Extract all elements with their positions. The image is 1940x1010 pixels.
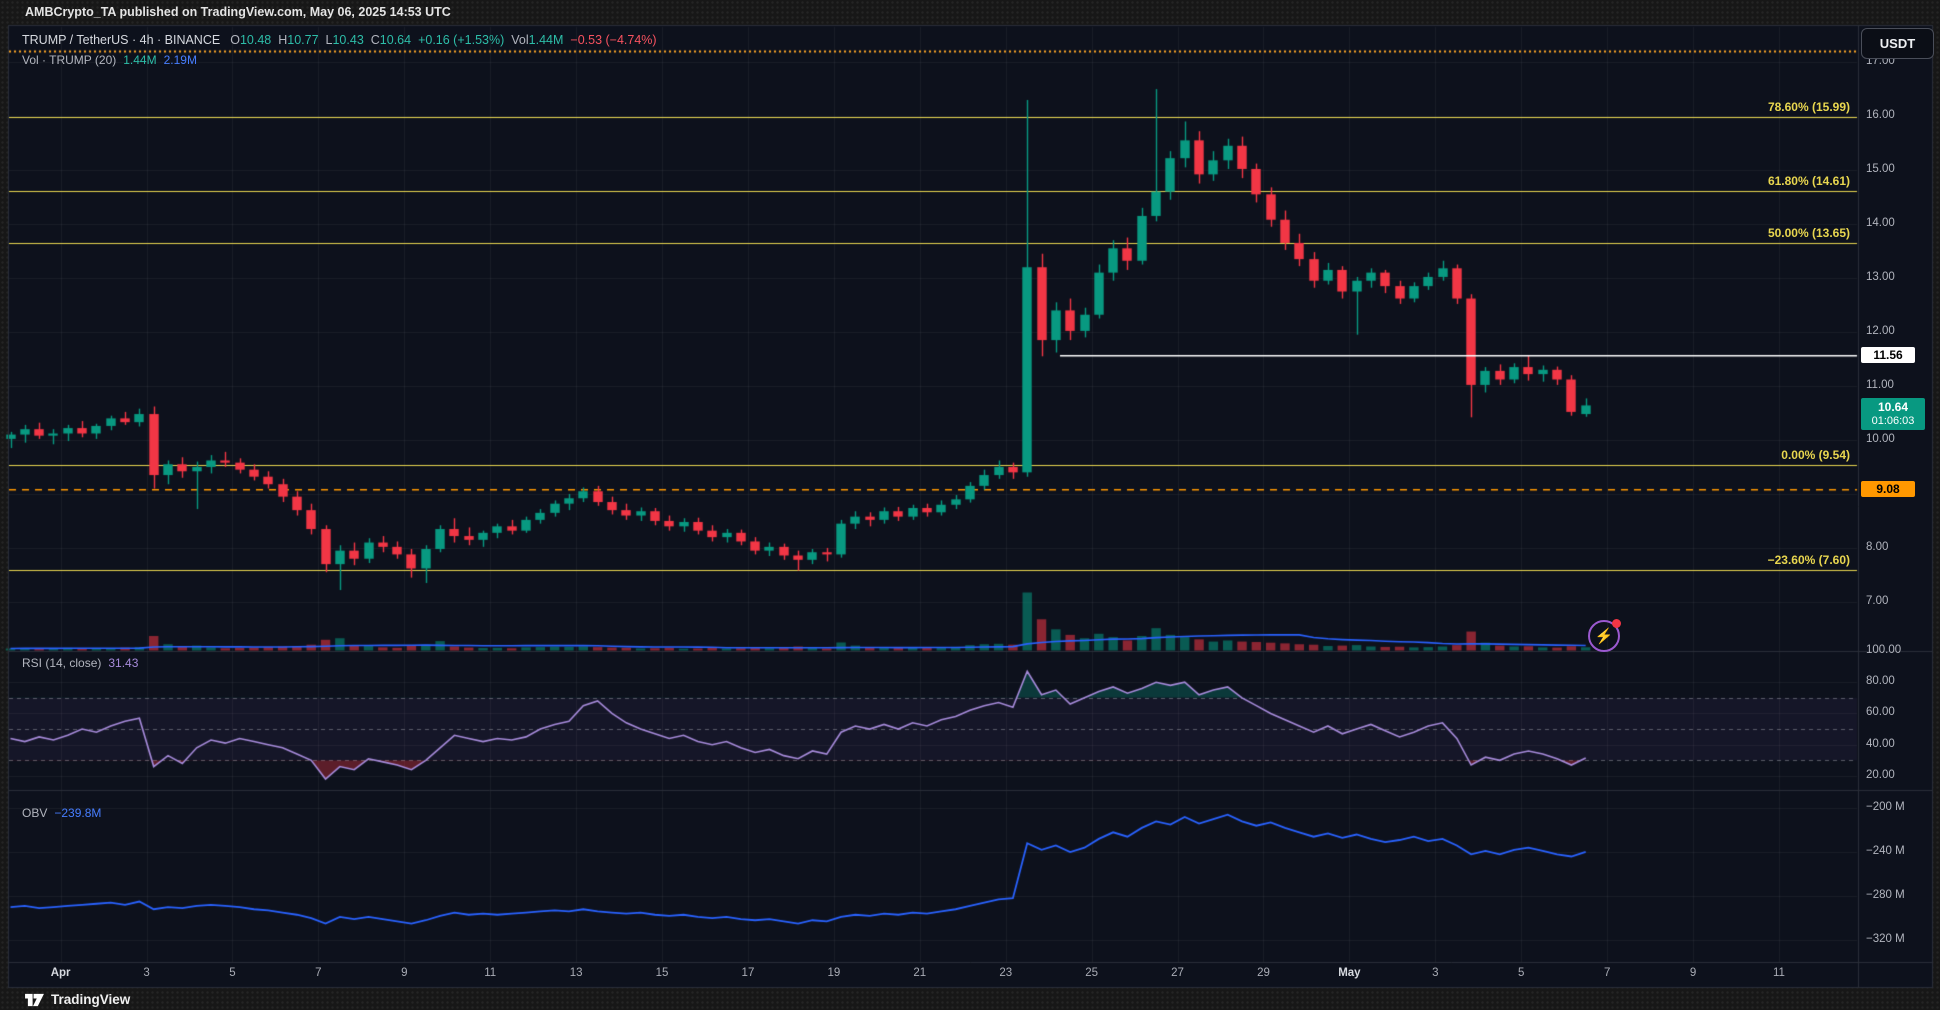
volume-indicator-value: 1.44M: [123, 53, 157, 67]
obv-tick-label: −200 M: [1866, 801, 1905, 814]
fib-label: −23.60% (7.60): [1767, 552, 1850, 567]
ohlc-close: C10.64: [370, 33, 412, 47]
time-axis-label: 25: [1085, 967, 1099, 979]
time-axis-label: 3: [1432, 967, 1439, 979]
time-axis-label: 11: [1773, 967, 1785, 979]
rsi-tick-label: 100.00: [1866, 644, 1902, 656]
symbol-legend[interactable]: TRUMP / TetherUS · 4h · BINANCE O10.48 H…: [22, 33, 657, 47]
volume-indicator-title: Vol · TRUMP (20): [22, 53, 117, 67]
rsi-tick-label: 60.00: [1866, 706, 1895, 719]
price-tick-label: 14.00: [1866, 217, 1895, 230]
realtime-flash-icon[interactable]: ⚡: [1588, 619, 1621, 652]
notification-dot: [1612, 619, 1621, 628]
obv-tick-label: −320 M: [1866, 933, 1905, 946]
price-change: +0.16 (+1.53%): [418, 33, 505, 47]
volume-readout: Vol1.44M: [511, 33, 564, 47]
time-axis-label: 9: [401, 967, 408, 979]
time-axis-label: 7: [1603, 967, 1611, 979]
price-tick-label: 8.00: [1866, 540, 1889, 553]
rsi-tick-label: 20.00: [1866, 768, 1895, 781]
time-axis-label: 17: [741, 967, 755, 979]
obv-title: OBV: [22, 806, 48, 820]
price-tick-label: 11.00: [1866, 378, 1894, 391]
price-tick-label: 16.00: [1866, 109, 1895, 122]
rsi-tick-label: 40.00: [1866, 737, 1895, 750]
last-price-tag: 10.64 01:06:03: [1861, 398, 1925, 431]
time-axis-label: 15: [655, 967, 669, 979]
price-tick-label: 12.00: [1866, 325, 1895, 337]
time-axis-label: 7: [315, 967, 322, 979]
volume-ma-value: 2.19M: [163, 53, 197, 67]
time-axis-label: 29: [1257, 967, 1270, 979]
rsi-title: RSI (14, close): [22, 656, 102, 670]
time-axis-label: 3: [143, 967, 150, 979]
fib-label: 50.00% (13.65): [1767, 225, 1850, 240]
time-axis-label: Apr: [50, 967, 71, 979]
rsi-tick-label: 80.00: [1866, 675, 1895, 688]
obv-tick-label: −240 M: [1866, 845, 1905, 858]
volume-change: −0.53 (−4.74%): [570, 33, 657, 47]
time-axis-label: 9: [1689, 967, 1697, 979]
time-axis-label: 21: [913, 967, 927, 979]
price-tick-label: 7.00: [1866, 594, 1889, 607]
obv-value: −239.8M: [54, 806, 102, 820]
candle-countdown: 01:06:03: [1871, 415, 1915, 428]
price-tick-label: 13.00: [1866, 271, 1895, 284]
volume-indicator-legend[interactable]: Vol · TRUMP (20) 1.44M 2.19M: [22, 53, 197, 67]
tradingview-logo-icon: [25, 993, 44, 1007]
ohlc-high: H10.77: [278, 33, 319, 47]
time-axis-label: 23: [999, 967, 1013, 979]
obv-legend[interactable]: OBV −239.8M: [22, 806, 101, 820]
time-axis-label: 5: [229, 967, 236, 979]
time-axis-label: May: [1338, 967, 1361, 979]
rsi-legend[interactable]: RSI (14, close) 31.43: [22, 656, 138, 670]
ohlc-low: L10.43: [325, 33, 364, 47]
time-axis-label: 27: [1171, 967, 1184, 979]
time-axis-label: 13: [569, 967, 583, 979]
time-axis-label: 5: [1518, 967, 1525, 979]
lightning-bolt-icon: ⚡: [1594, 628, 1614, 645]
price-tag-resistance: 11.56: [1861, 346, 1915, 363]
tradingview-brand[interactable]: TradingView: [24, 991, 130, 1008]
fib-label: 61.80% (14.61): [1767, 174, 1850, 189]
fib-label: 0.00% (9.54): [1781, 447, 1850, 462]
price-tag-alert: 9.08: [1861, 480, 1915, 497]
obv-tick-label: −280 M: [1866, 889, 1905, 902]
symbol-title: TRUMP / TetherUS · 4h · BINANCE: [22, 33, 221, 47]
time-axis-label: 11: [484, 967, 497, 979]
attribution-link[interactable]: AMBCrypto_TA published on TradingView.co…: [25, 5, 451, 19]
rsi-value: 31.43: [108, 656, 139, 670]
time-axis-label: 19: [827, 967, 841, 979]
price-tick-label: 15.00: [1866, 163, 1895, 176]
tradingview-logo-text: TradingView: [51, 992, 131, 1007]
price-tick-label: 10.00: [1866, 432, 1895, 445]
fib-label: 78.60% (15.99): [1767, 99, 1850, 114]
currency-toggle-usdt[interactable]: USDT: [1861, 28, 1934, 59]
ohlc-open: O10.48: [230, 33, 272, 47]
